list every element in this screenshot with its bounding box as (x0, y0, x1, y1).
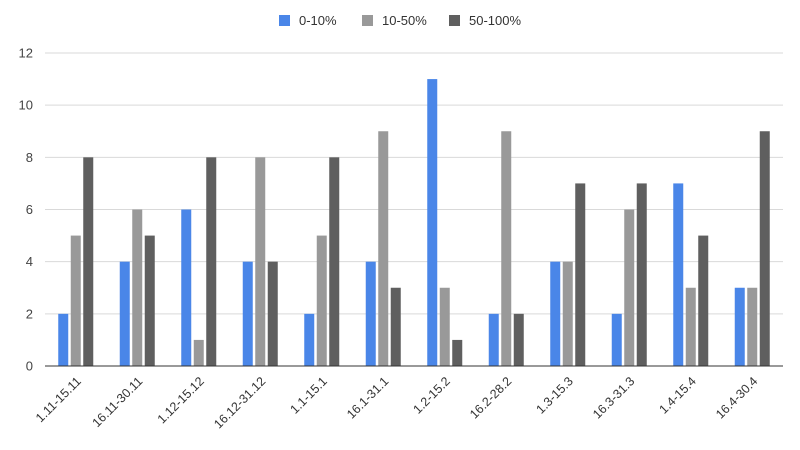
bar-10-50pct-1.4-15.4 (685, 287, 696, 366)
grid-lines (45, 52, 783, 315)
x-category-label: 1.11-15.11 (33, 374, 84, 425)
bar-0-10pct-16.2-28.2 (488, 313, 499, 366)
bar-50-100pct-1.3-15.3 (575, 183, 586, 366)
bar-10-50pct-1.12-15.12 (193, 339, 204, 366)
x-category-label: 16.3-31.3 (590, 374, 637, 421)
x-category-label: 16.4-30.4 (713, 374, 760, 421)
bar-10-50pct-1.1-15.1 (316, 235, 327, 366)
bar-50-100pct-1.11-15.11 (83, 157, 94, 366)
bar-50-100pct-16.2-28.2 (513, 313, 524, 366)
legend-swatch (279, 15, 290, 26)
y-tick-label: 4 (26, 254, 33, 269)
bar-50-100pct-1.12-15.12 (206, 157, 217, 366)
bar-0-10pct-16.1-31.1 (365, 261, 376, 366)
x-axis-labels: 1.11-15.11 16.11-30.11 1.12-15.12 16.12-31.… (33, 374, 760, 431)
bar-50-100pct-16.1-31.1 (390, 287, 401, 366)
y-axis-ticks: 0 2 4 6 8 10 12 (19, 46, 33, 374)
bar-10-50pct-16.11-30.11 (132, 209, 143, 366)
bar-10-50pct-1.2-15.2 (439, 287, 450, 366)
bar-50-100pct-16.12-31.12 (267, 261, 278, 366)
legend-swatch (362, 15, 373, 26)
y-tick-label: 0 (26, 359, 33, 374)
x-category-label: 16.11-30.11 (90, 374, 146, 430)
legend-label: 0-10% (299, 13, 337, 28)
bars (58, 79, 770, 366)
y-tick-label: 6 (26, 202, 33, 217)
bar-50-100pct-1.4-15.4 (698, 235, 709, 366)
y-tick-label: 10 (19, 98, 33, 113)
bar-50-100pct-16.4-30.4 (759, 131, 770, 366)
bar-0-10pct-1.11-15.11 (58, 313, 69, 366)
x-category-label: 16.2-28.2 (467, 374, 514, 421)
x-category-label: 1.2-15.2 (411, 374, 453, 416)
bar-0-10pct-1.3-15.3 (550, 261, 561, 366)
x-category-label: 16.12-31.12 (211, 374, 268, 431)
bar-0-10pct-16.3-31.3 (611, 313, 622, 366)
x-category-label: 1.12-15.12 (155, 374, 207, 426)
y-tick-label: 8 (26, 150, 33, 165)
bar-0-10pct-16.12-31.12 (242, 261, 253, 366)
bar-0-10pct-16.11-30.11 (119, 261, 130, 366)
bar-10-50pct-16.4-30.4 (747, 287, 758, 366)
legend-label: 50-100% (469, 13, 521, 28)
bar-10-50pct-16.2-28.2 (501, 131, 512, 366)
bar-10-50pct-16.1-31.1 (378, 131, 389, 366)
bar-10-50pct-1.11-15.11 (70, 235, 81, 366)
y-tick-label: 12 (19, 46, 33, 61)
bar-10-50pct-16.12-31.12 (255, 157, 266, 366)
bar-50-100pct-1.2-15.2 (452, 339, 463, 366)
legend-label: 10-50% (382, 13, 427, 28)
legend: 0-10% 10-50% 50-100% (279, 13, 521, 28)
y-tick-label: 2 (26, 306, 33, 321)
x-category-label: 1.4-15.4 (657, 374, 699, 416)
bar-50-100pct-16.3-31.3 (636, 183, 647, 366)
bar-50-100pct-16.11-30.11 (144, 235, 155, 366)
bar-0-10pct-1.4-15.4 (673, 183, 684, 366)
x-category-label: 1.3-15.3 (534, 374, 576, 416)
bar-0-10pct-1.2-15.2 (427, 79, 438, 366)
x-category-label: 16.1-31.1 (344, 374, 391, 421)
bar-0-10pct-16.4-30.4 (734, 287, 745, 366)
bar-10-50pct-16.3-31.3 (624, 209, 635, 366)
bar-10-50pct-1.3-15.3 (562, 261, 573, 366)
x-category-label: 1.1-15.1 (288, 374, 330, 416)
bar-0-10pct-1.1-15.1 (304, 313, 315, 366)
bar-0-10pct-1.12-15.12 (181, 209, 192, 366)
bar-50-100pct-1.1-15.1 (329, 157, 340, 366)
legend-swatch (449, 15, 460, 26)
